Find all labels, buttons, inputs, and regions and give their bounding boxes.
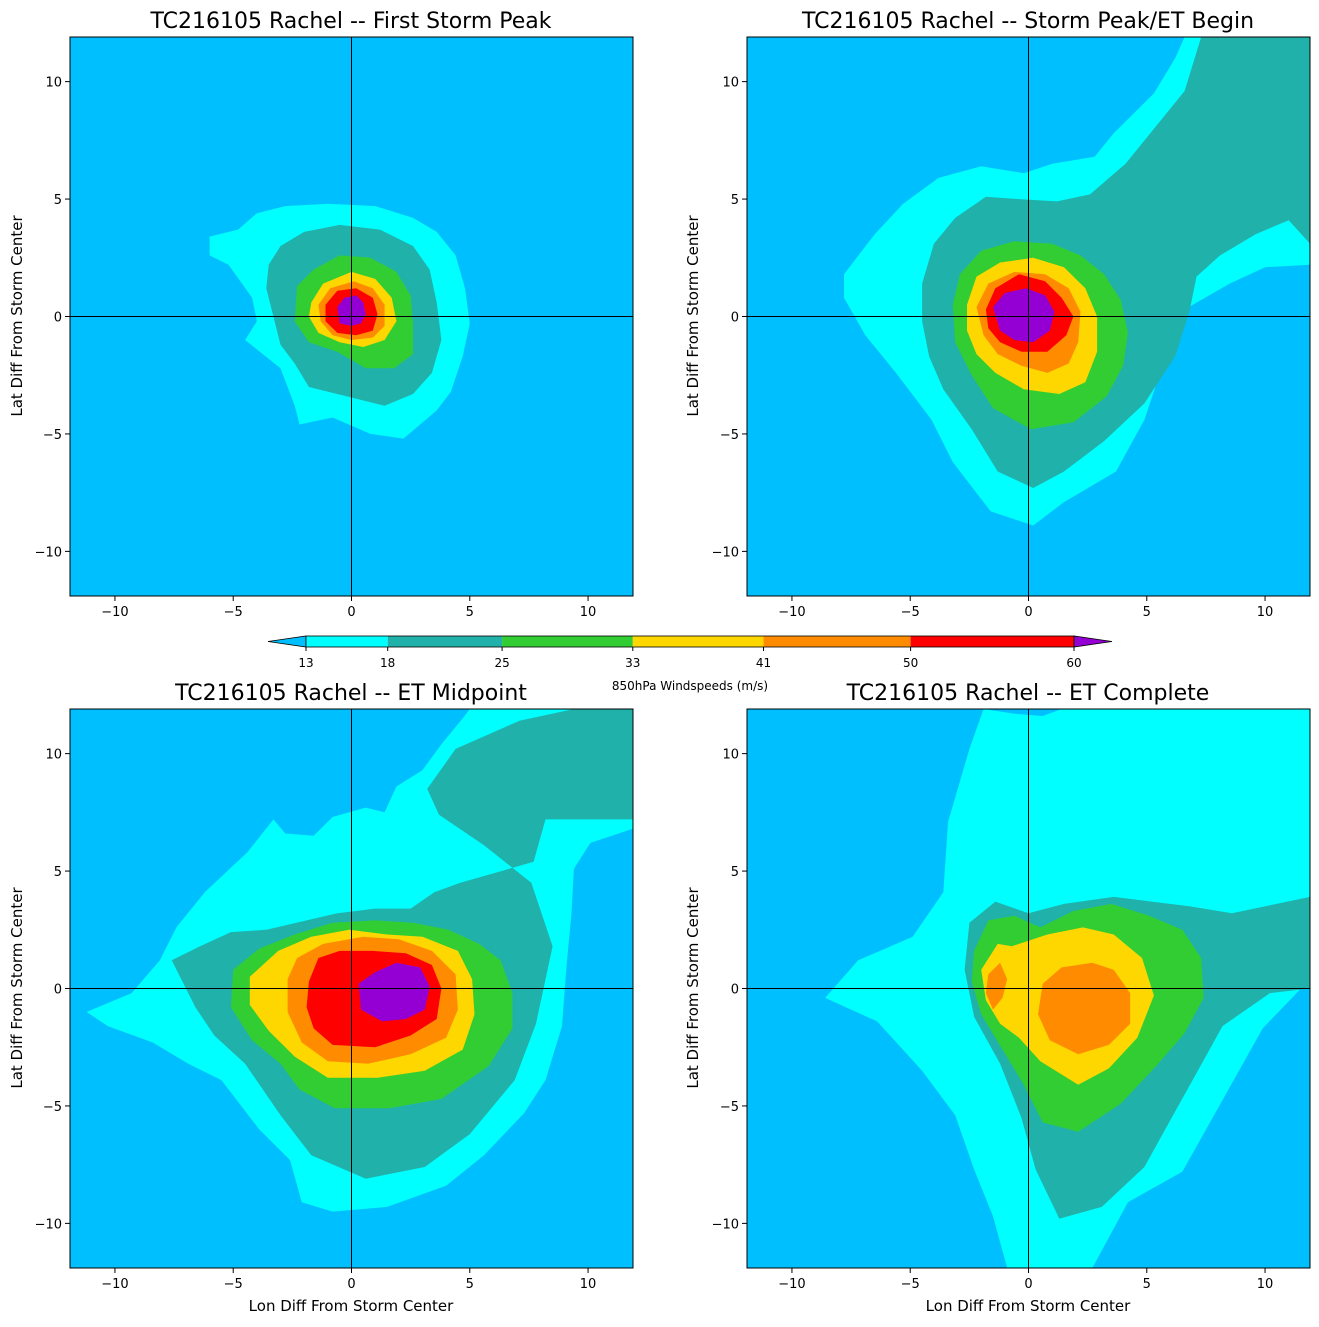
colorbar-swatch-33: [632, 636, 764, 647]
colorbar-swatch-41: [763, 636, 911, 647]
x-tick-label: 5: [1143, 1277, 1151, 1292]
x-axis-label: Lon Diff From Storm Center: [249, 1297, 454, 1315]
contour-41: [985, 962, 1008, 1010]
y-axis-label: Lat Diff From Storm Center: [8, 215, 26, 417]
panel-first-storm-peak: TC216105 Rachel -- First Storm Peak −10−…: [8, 9, 634, 620]
x-tick-label: −5: [901, 1277, 920, 1292]
y-tick-label: 0: [731, 983, 739, 998]
x-tick-label: 0: [1024, 1277, 1032, 1292]
x-tick-label: −5: [224, 605, 243, 620]
y-tick-label: −10: [35, 1217, 62, 1232]
x-tick-label: −10: [101, 605, 128, 620]
contour-60: [358, 962, 430, 1022]
panel-title: TC216105 Rachel -- ET Complete: [846, 681, 1210, 706]
x-tick-label: 10: [580, 605, 597, 620]
colorbar-tick-label: 13: [298, 656, 313, 670]
y-tick-label: 5: [731, 193, 739, 208]
colorbar-tick-label: 60: [1066, 656, 1081, 670]
colorbar-swatch-13: [306, 636, 388, 647]
panel-et-midpoint: TC216105 Rachel -- ET Midpoint −10 −5 0 5 10…: [8, 681, 634, 1315]
x-axis-label: Lon Diff From Storm Center: [926, 1297, 1131, 1315]
y-tick-label: −5: [720, 1100, 739, 1115]
x-tick-label: 5: [1143, 605, 1151, 620]
crosshair: [747, 709, 1310, 1268]
colorbar-frame: [305, 635, 1075, 648]
y-tick-label: 10: [45, 748, 62, 763]
y-axis-label: Lat Diff From Storm Center: [684, 887, 702, 1089]
colorbar-tick-label: 18: [380, 656, 395, 670]
y-tick-label: −10: [712, 545, 739, 560]
y-tick-label: 5: [54, 193, 62, 208]
panel-title: TC216105 Rachel -- Storm Peak/ET Begin: [801, 9, 1254, 34]
contour-60: [993, 288, 1055, 343]
y-tick-label: −5: [43, 428, 62, 443]
y-tick-label: 10: [722, 76, 739, 91]
colorbar-swatch-18: [387, 636, 503, 647]
colorbar-tick-label: 50: [903, 656, 918, 670]
x-tick-label: −10: [778, 605, 805, 620]
y-tick-label: 5: [731, 865, 739, 880]
y-tick-label: −10: [35, 545, 62, 560]
colorbar-tick-label: 41: [756, 656, 771, 670]
colorbar-swatches: [267, 635, 1113, 648]
x-tick-label: 0: [347, 1277, 355, 1292]
colorbar-tick-label: 25: [494, 656, 509, 670]
x-tick-label: 0: [1024, 605, 1032, 620]
colorbar-label: 850hPa Windspeeds (m/s): [612, 679, 768, 693]
contour-fills: [844, 37, 1310, 526]
panel-title: TC216105 Rachel -- First Storm Peak: [150, 9, 552, 34]
axis-ticks: −10 −5 0 5 10 −10 −5 0 5 10: [35, 748, 597, 1292]
panel-storm-peak-et-begin: TC216105 Rachel -- Storm Peak/ET Begin −…: [684, 9, 1311, 620]
colorbar-swatch-25: [502, 636, 633, 647]
y-tick-label: 0: [731, 311, 739, 326]
colorbar-swatch-50: [910, 636, 1074, 647]
y-tick-label: 5: [54, 865, 62, 880]
axis-ticks: −10 −5 0 5 10 −10 −5 0 5 10: [712, 748, 1274, 1292]
x-tick-label: −5: [901, 605, 920, 620]
x-tick-label: −10: [778, 1277, 805, 1292]
colorbar-extend-high: [1073, 635, 1113, 648]
x-tick-label: 10: [580, 1277, 597, 1292]
crosshair: [70, 37, 633, 596]
contour-41: [1038, 962, 1131, 1055]
axis-ticks: −10 −5 0 5 10 −10 −5 0 5 10: [35, 76, 597, 620]
x-tick-label: 10: [1257, 605, 1274, 620]
y-tick-label: 0: [54, 983, 62, 998]
y-axis-label: Lat Diff From Storm Center: [8, 887, 26, 1089]
x-tick-label: 5: [466, 605, 474, 620]
colorbar-extend-low: [267, 635, 307, 648]
y-tick-label: 10: [722, 748, 739, 763]
y-axis-label: Lat Diff From Storm Center: [684, 215, 702, 417]
colorbar: 13 18 25 33 41 50 60 850hPa Windspeeds (m/s): [267, 635, 1113, 693]
y-tick-label: 0: [54, 311, 62, 326]
x-tick-label: 0: [347, 605, 355, 620]
axis-ticks: −10 −5 0 5 10 −10 −5 0 5 10: [712, 76, 1274, 620]
y-tick-label: −5: [720, 428, 739, 443]
y-tick-label: 10: [45, 76, 62, 91]
panel-title: TC216105 Rachel -- ET Midpoint: [174, 681, 527, 706]
y-tick-label: −10: [712, 1217, 739, 1232]
contour-fills: [86, 709, 633, 1212]
crosshair: [70, 709, 633, 1268]
colorbar-ticks: 13 18 25 33 41 50 60: [298, 647, 1082, 670]
x-tick-label: −10: [101, 1277, 128, 1292]
colorbar-tick-label: 33: [625, 656, 640, 670]
panel-et-complete: TC216105 Rachel -- ET Complete −10 −5 0 5 10…: [684, 681, 1311, 1315]
x-tick-label: 5: [466, 1277, 474, 1292]
y-tick-label: −5: [43, 1100, 62, 1115]
x-tick-label: 10: [1257, 1277, 1274, 1292]
x-tick-label: −5: [224, 1277, 243, 1292]
crosshair: [747, 37, 1310, 596]
